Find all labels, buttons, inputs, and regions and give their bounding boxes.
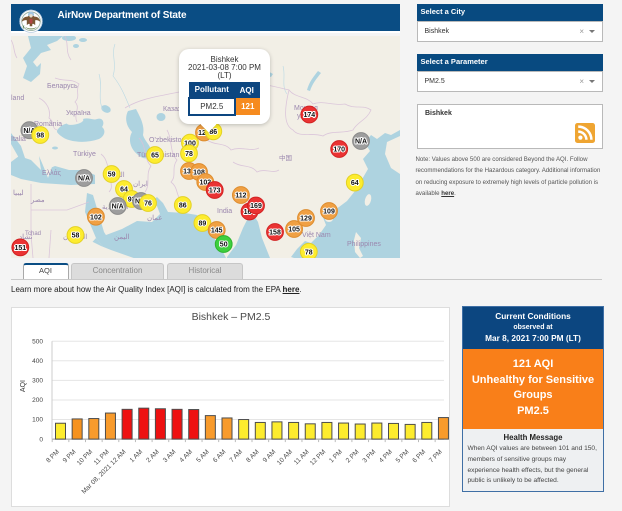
svg-text:108: 108 bbox=[193, 170, 205, 177]
svg-text:Беларусь: Беларусь bbox=[47, 83, 78, 90]
svg-text:Việt Nam: Việt Nam bbox=[302, 232, 331, 239]
svg-text:64: 64 bbox=[120, 187, 128, 194]
svg-text:عمان: عمان bbox=[147, 214, 163, 222]
svg-text:58: 58 bbox=[72, 233, 80, 240]
svg-text:3 PM: 3 PM bbox=[361, 449, 377, 465]
svg-text:86: 86 bbox=[209, 129, 217, 136]
svg-text:59: 59 bbox=[108, 172, 116, 179]
svg-text:300: 300 bbox=[32, 378, 43, 385]
svg-text:100: 100 bbox=[32, 417, 43, 424]
svg-text:Italia: Italia bbox=[11, 136, 26, 143]
svg-text:6 PM: 6 PM bbox=[411, 449, 427, 465]
svg-text:86: 86 bbox=[179, 203, 187, 210]
svg-text:10 PM: 10 PM bbox=[76, 449, 94, 467]
svg-text:200: 200 bbox=[32, 397, 43, 404]
svg-text:India: India bbox=[217, 208, 232, 215]
svg-text:145: 145 bbox=[211, 228, 223, 235]
svg-text:Ελλάς: Ελλάς bbox=[42, 169, 62, 177]
svg-text:7 PM: 7 PM bbox=[428, 449, 444, 465]
svg-text:89: 89 bbox=[199, 221, 207, 228]
svg-text:105: 105 bbox=[288, 227, 300, 234]
svg-text:N/A: N/A bbox=[78, 176, 90, 183]
svg-text:N/A: N/A bbox=[355, 139, 367, 146]
svg-text:131: 131 bbox=[183, 169, 195, 176]
svg-text:76: 76 bbox=[144, 201, 152, 208]
svg-text:România: România bbox=[34, 121, 62, 128]
svg-text:4 AM: 4 AM bbox=[179, 449, 195, 465]
svg-text:AQI: AQI bbox=[20, 380, 27, 392]
svg-text:164: 164 bbox=[244, 209, 256, 216]
svg-text:N/A: N/A bbox=[112, 204, 124, 211]
svg-text:121: 121 bbox=[198, 130, 210, 137]
svg-text:500: 500 bbox=[32, 338, 43, 345]
svg-text:112: 112 bbox=[235, 193, 246, 200]
svg-text:65: 65 bbox=[151, 153, 159, 160]
svg-text:50: 50 bbox=[220, 242, 228, 249]
svg-text:8 PM: 8 PM bbox=[45, 449, 61, 465]
svg-text:11 AM: 11 AM bbox=[293, 449, 311, 467]
svg-text:100: 100 bbox=[184, 140, 196, 147]
svg-text:169: 169 bbox=[250, 203, 262, 210]
svg-text:129: 129 bbox=[300, 216, 312, 223]
svg-text:173: 173 bbox=[209, 188, 221, 195]
svg-text:land: land bbox=[11, 95, 24, 102]
svg-text:4 PM: 4 PM bbox=[378, 449, 394, 465]
svg-text:N/A: N/A bbox=[23, 128, 35, 135]
svg-text:تشاد: تشاد bbox=[19, 233, 32, 241]
svg-text:اليمن: اليمن bbox=[114, 233, 130, 241]
svg-text:Bishkek – PM2.5: Bishkek – PM2.5 bbox=[192, 311, 271, 323]
svg-text:98: 98 bbox=[36, 133, 44, 140]
svg-text:10 AM: 10 AM bbox=[276, 449, 294, 467]
svg-text:102: 102 bbox=[90, 214, 102, 221]
svg-text:170: 170 bbox=[333, 147, 345, 154]
svg-text:109: 109 bbox=[323, 209, 335, 216]
svg-text:Philippines: Philippines bbox=[347, 241, 381, 248]
svg-text:2 PM: 2 PM bbox=[345, 449, 361, 465]
svg-text:78: 78 bbox=[305, 249, 313, 256]
svg-text:5 PM: 5 PM bbox=[395, 449, 411, 465]
svg-text:78: 78 bbox=[185, 151, 193, 158]
svg-text:5 AM: 5 AM bbox=[195, 449, 211, 465]
svg-text:151: 151 bbox=[14, 245, 26, 252]
svg-text:3 AM: 3 AM bbox=[162, 449, 178, 465]
svg-text:64: 64 bbox=[351, 180, 359, 187]
svg-text:1 AM: 1 AM bbox=[129, 449, 145, 465]
svg-text:Türkiye: Türkiye bbox=[73, 151, 96, 158]
svg-text:O'zbekiston: O'zbekiston bbox=[149, 137, 185, 144]
svg-text:مصر: مصر bbox=[30, 197, 45, 204]
svg-text:7 AM: 7 AM bbox=[228, 449, 244, 465]
svg-text:Tchad: Tchad bbox=[25, 231, 41, 237]
svg-text:8 AM: 8 AM bbox=[245, 449, 261, 465]
svg-text:Україна: Україна bbox=[66, 110, 91, 117]
svg-text:174: 174 bbox=[303, 112, 315, 119]
svg-text:400: 400 bbox=[32, 358, 43, 365]
svg-text:158: 158 bbox=[269, 230, 281, 237]
svg-text:ليبيا: ليبيا bbox=[13, 189, 24, 197]
svg-text:1 PM: 1 PM bbox=[328, 449, 344, 465]
svg-text:102: 102 bbox=[199, 180, 211, 187]
svg-text:中国: 中国 bbox=[279, 153, 292, 162]
svg-text:12 PM: 12 PM bbox=[309, 449, 327, 467]
svg-text:2 AM: 2 AM bbox=[145, 449, 161, 465]
svg-text:ایران: ایران bbox=[133, 180, 148, 188]
svg-text:0: 0 bbox=[39, 436, 43, 443]
svg-text:6 AM: 6 AM bbox=[212, 449, 228, 465]
svg-text:93: 93 bbox=[128, 197, 136, 204]
